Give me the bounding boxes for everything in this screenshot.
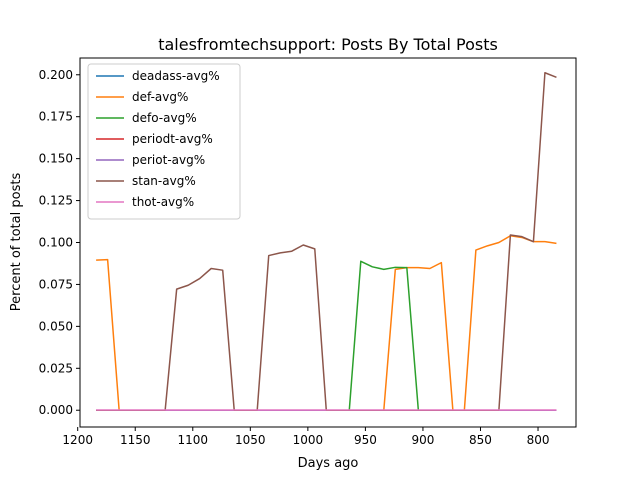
chart-title: talesfromtechsupport: Posts By Total Pos… xyxy=(158,35,498,54)
legend-entry-label: thot-avg% xyxy=(132,195,194,209)
y-axis: 0.000 0.025 0.050 0.075 0.100 0.125 0.150 0.175… xyxy=(39,68,80,417)
x-tick-label: 800 xyxy=(527,433,550,447)
y-tick-label: 0.050 xyxy=(39,319,73,333)
y-tick-label: 0.000 xyxy=(39,403,73,417)
y-tick-label: 0.175 xyxy=(39,110,73,124)
x-tick-label: 1100 xyxy=(178,433,209,447)
x-tick-label: 900 xyxy=(411,433,434,447)
x-tick-label: 1000 xyxy=(293,433,324,447)
y-tick-label: 0.075 xyxy=(39,277,73,291)
x-tick-label: 950 xyxy=(354,433,377,447)
x-tick-label: 1200 xyxy=(62,433,93,447)
legend-entry-label: stan-avg% xyxy=(132,174,196,188)
series-lines xyxy=(96,72,557,411)
y-tick-label: 0.125 xyxy=(39,194,73,208)
legend-entry-label: def-avg% xyxy=(132,90,188,104)
legend-box xyxy=(87,63,241,220)
x-tick-label: 850 xyxy=(469,433,492,447)
x-axis-label: Days ago xyxy=(298,456,359,471)
y-tick-label: 0.025 xyxy=(39,361,73,375)
y-tick-label: 0.150 xyxy=(39,152,73,166)
legend-entry-label: defo-avg% xyxy=(132,111,197,125)
legend-entry-label: periodt-avg% xyxy=(132,132,213,146)
x-axis: 1200 1150 1100 1050 1000 950 900 850 800 xyxy=(62,427,549,447)
legend: deadass-avg% def-avg% defo-avg% periodt-avg… xyxy=(87,63,241,220)
legend-entry-label: deadass-avg% xyxy=(132,69,220,83)
x-tick-label: 1050 xyxy=(235,433,266,447)
y-tick-label: 0.200 xyxy=(39,68,73,82)
y-tick-label: 0.100 xyxy=(39,236,73,250)
legend-entry-label: periot-avg% xyxy=(132,153,205,167)
x-tick-label: 1150 xyxy=(120,433,151,447)
y-axis-label: Percent of total posts xyxy=(9,173,24,312)
